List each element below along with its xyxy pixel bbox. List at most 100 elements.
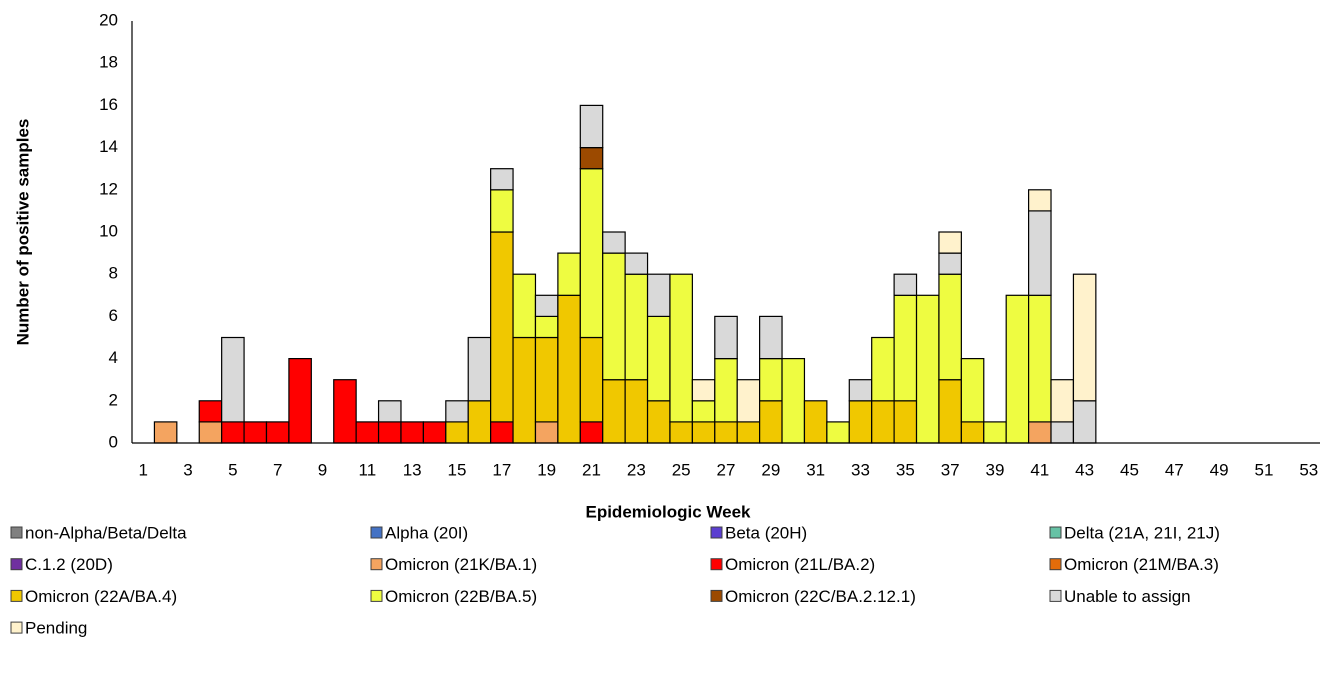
legend-swatch [710,589,723,602]
bar-segment [714,315,738,360]
bar-segment [781,358,806,444]
legend-label: C.1.2 (20D) [25,555,113,574]
bar-segment [534,421,559,444]
y-tick-label: 18 [99,53,118,72]
legend-label: Beta (20H) [725,523,807,542]
bar-segment [669,421,693,444]
legend-swatch [10,526,23,539]
x-tick-label: 21 [582,460,601,479]
bar-segment [467,336,492,402]
bar-segment [714,358,738,423]
bar-segment [445,421,469,444]
bar-segment [579,168,604,339]
bar-segment [512,336,537,444]
y-tick-label: 2 [109,390,118,409]
bar-segment [893,273,918,296]
bar-segment [422,421,447,444]
x-tick-label: 47 [1165,460,1184,479]
bar-segment [288,358,312,444]
y-tick-label: 20 [99,10,118,29]
bar-segment [153,421,178,444]
legend-swatch [10,558,23,571]
bar-segment [534,336,559,423]
x-tick-label: 25 [672,460,691,479]
x-tick-label: 31 [806,460,825,479]
bar-segment [646,400,671,444]
bar-segment [490,421,514,444]
bar-segment [759,358,783,402]
x-tick-label: 27 [717,460,736,479]
bar-segment [915,294,940,444]
bar-segment [355,421,380,444]
bar-segment [602,379,626,444]
bar-segment [198,400,223,423]
legend-label: Omicron (22A/BA.4) [25,587,177,606]
bar-segment [333,379,357,444]
x-tick-label: 1 [138,460,147,479]
legend-swatch [10,621,23,634]
y-tick-label: 12 [99,179,118,198]
bar-segment [669,273,693,423]
legend-swatch [1049,558,1062,571]
x-tick-label: 37 [941,460,960,479]
legend-swatch [1049,589,1062,602]
bar-segment [579,421,604,444]
legend-label: Omicron (21K/BA.1) [385,555,537,574]
y-tick-label: 14 [99,137,118,156]
x-tick-label: 49 [1210,460,1229,479]
legend-label: Alpha (20I) [385,523,468,542]
x-tick-label: 7 [273,460,282,479]
bar-segment [893,400,918,444]
legend-label: Omicron (21L/BA.2) [725,555,875,574]
bar-segment [265,421,290,444]
bar-segment [759,400,783,444]
bar-segment [871,400,895,444]
legend-swatch [10,589,23,602]
bar-segment [534,294,559,317]
bar-segment [826,421,850,444]
bar-segment [646,315,671,402]
x-tick-label: 39 [986,460,1005,479]
legend-label: Unable to assign [1064,587,1191,606]
bar-segment [938,231,962,254]
bar-segment [602,252,626,381]
bar-segment [445,400,469,423]
x-tick-label: 23 [627,460,646,479]
legend-label: Omicron (21M/BA.3) [1064,555,1219,574]
y-tick-label: 4 [109,348,118,367]
bar-segment [377,400,402,423]
bar-segment [848,379,873,402]
y-axis-title: Number of positive samples [13,119,32,346]
x-tick-label: 15 [448,460,467,479]
x-tick-label: 35 [896,460,915,479]
bar-segment [960,421,985,444]
x-tick-label: 53 [1299,460,1318,479]
bar-segment [803,400,828,444]
bar-segment [893,294,918,402]
bar-segment [579,147,604,170]
bar-segment [1028,189,1052,212]
bar-segment [624,379,649,444]
legend-swatch [710,526,723,539]
bar-segment [602,231,626,254]
bar-segment [871,336,895,402]
bar-segment [691,400,716,423]
legend-label: Omicron (22B/BA.5) [385,587,537,606]
bar-segment [691,421,716,444]
y-tick-label: 10 [99,221,118,240]
bar-segment [1050,421,1075,444]
y-tick-label: 0 [109,432,118,451]
legend-label: Delta (21A, 21I, 21J) [1064,523,1220,542]
bar-segment [1028,294,1052,423]
bar-segment [1072,400,1097,444]
y-tick-label: 8 [109,264,118,283]
bar-segment [400,421,424,444]
y-tick-label: 16 [99,95,118,114]
bar-segment [983,421,1007,444]
bar-segment [243,421,268,444]
bar-segment [646,273,671,318]
x-tick-label: 45 [1120,460,1139,479]
bar-segment [1028,210,1052,296]
bar-segment [1005,294,1030,444]
